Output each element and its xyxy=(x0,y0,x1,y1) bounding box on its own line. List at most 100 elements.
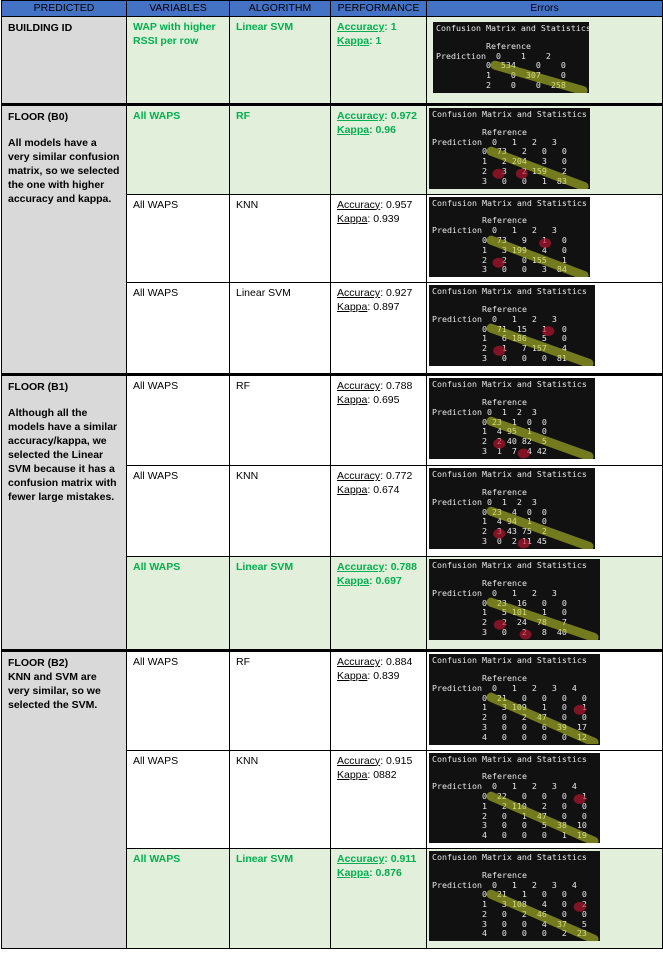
accuracy-value: : 0.788 xyxy=(384,561,417,574)
accuracy-value: : 1 xyxy=(384,21,397,33)
predicted-b0: FLOOR (B0) All models have a very simila… xyxy=(1,102,127,376)
kappa-label: Kappa xyxy=(337,301,368,314)
performance-cell: Accuracy: 0.788 Kappa: 0.697 xyxy=(330,556,427,652)
kappa-value: : 0.939 xyxy=(367,212,400,225)
accuracy-label: Accuracy xyxy=(337,380,381,393)
accuracy-label: Accuracy xyxy=(337,110,385,122)
performance-cell: Accuracy: 1 Kappa: 1 xyxy=(330,16,427,105)
cm-header-line: Prediction 0 1 2 3 xyxy=(432,136,587,148)
group-title: BUILDING ID xyxy=(8,22,73,34)
cm-row: 3 0 0 0 81 xyxy=(432,352,567,363)
algorithm-cell: Linear SVM xyxy=(229,556,331,652)
cm-reference: Reference xyxy=(482,126,527,137)
variables-cell: All WAPS xyxy=(126,282,230,376)
cm-reference: Reference xyxy=(482,215,527,226)
cm-header-line: Prediction 0 1 2 3 xyxy=(432,225,587,236)
cm-reference: Reference xyxy=(482,869,527,880)
performance-cell: Accuracy: 0.927 Kappa: 0.897 xyxy=(330,282,427,376)
cm-reference: Reference xyxy=(482,303,527,314)
cm-row: 3 0 0 1 83 xyxy=(432,175,567,186)
cm-prediction-label: Prediction xyxy=(432,682,482,693)
accuracy-value: : 0.788 xyxy=(380,380,413,393)
cm-col-labels: 0 1 2 3 4 xyxy=(481,682,577,693)
confusion-matrix: Confusion Matrix and Statistics Reference… xyxy=(433,22,589,93)
cm-col-labels: 0 1 2 3 xyxy=(481,136,557,147)
row-b1-rf: FLOOR (B1) Although all the models have … xyxy=(1,373,663,652)
errors-cell: Confusion Matrix and Statistics Reference… xyxy=(426,373,663,467)
row-b0-svm: All WAPS Linear SVM Accuracy: 0.927 Kapp… xyxy=(2,282,663,376)
group-explanation: All models have a very similar confusion… xyxy=(8,137,120,205)
row-b2-knn: All WAPS KNN Accuracy: 0.915 Kappa: 0882… xyxy=(2,749,663,849)
cm-title: Confusion Matrix and Statistics xyxy=(432,469,587,480)
cm-prediction-label: Prediction xyxy=(432,313,482,324)
algorithm-cell: KNN xyxy=(229,193,331,284)
accuracy-label: Accuracy xyxy=(337,21,385,33)
accuracy-label: Accuracy xyxy=(337,561,385,574)
cm-row: 4 0 0 0 1 19 xyxy=(432,830,587,841)
errors-cell: Confusion Matrix and Statistics Reference… xyxy=(426,649,663,751)
kappa-label: Kappa xyxy=(337,866,370,879)
cm-header-line: Prediction 0 1 2 3 xyxy=(432,588,597,599)
cm-row: 4 0 0 0 2 23 xyxy=(432,928,587,939)
cm-title: Confusion Matrix and Statistics xyxy=(432,753,587,764)
variables-cell: All WAPS xyxy=(126,193,230,284)
cm-reference: Reference xyxy=(486,40,531,51)
kappa-label: Kappa xyxy=(337,575,370,588)
accuracy-label: Accuracy xyxy=(337,852,385,865)
cm-prediction-label: Prediction xyxy=(432,406,482,417)
cm-col-labels: 0 1 2 3 xyxy=(481,225,557,236)
algorithm-cell: KNN xyxy=(229,749,331,849)
errors-cell: Confusion Matrix and Statistics Reference… xyxy=(426,465,663,558)
kappa-value: : 0.897 xyxy=(367,301,400,314)
kappa-value: : 0.695 xyxy=(367,394,400,407)
predicted-b2: FLOOR (B2) KNN and SVM are very similar,… xyxy=(1,649,127,949)
confusion-matrix: Confusion Matrix and Statistics Reference… xyxy=(429,378,595,459)
header-variables: VARIABLES xyxy=(126,0,230,17)
cm-reference: Reference xyxy=(482,672,527,683)
performance-cell: Accuracy: 0.884 Kappa: 0.839 xyxy=(330,649,427,751)
cm-title: Confusion Matrix and Statistics xyxy=(432,379,587,390)
confusion-matrix: Confusion Matrix and Statistics Reference… xyxy=(429,468,595,549)
header-performance: PERFORMANCE xyxy=(330,0,427,17)
cm-prediction-label: Prediction xyxy=(432,781,482,792)
variables-cell: WAP with higher RSSI per row xyxy=(126,16,230,105)
kappa-label: Kappa xyxy=(337,124,370,136)
cm-col-labels: 0 1 2 3 xyxy=(481,313,557,324)
algorithm-cell: Linear SVM xyxy=(229,16,331,105)
row-building-svm: BUILDING ID WAP with higher RSSI per row… xyxy=(1,16,663,105)
accuracy-label: Accuracy xyxy=(337,470,381,483)
group-explanation: Although all the models have a similar a… xyxy=(8,407,118,504)
cm-header-line: Prediction 0 1 2 3 xyxy=(432,313,592,325)
errors-cell: Confusion Matrix and Statistics Reference… xyxy=(426,16,663,105)
cm-prediction-label: Prediction xyxy=(432,496,482,507)
confusion-matrix: Confusion Matrix and Statistics Reference… xyxy=(429,850,600,942)
confusion-matrix: Confusion Matrix and Statistics Reference… xyxy=(429,559,600,640)
kappa-value: : 0.674 xyxy=(367,484,400,497)
accuracy-value: : 0.772 xyxy=(380,470,413,483)
confusion-matrix: Confusion Matrix and Statistics Reference… xyxy=(429,285,595,366)
accuracy-label: Accuracy xyxy=(337,287,381,300)
kappa-value: : 0.96 xyxy=(369,124,396,136)
accuracy-label: Accuracy xyxy=(337,754,381,767)
cm-title: Confusion Matrix and Statistics xyxy=(432,286,587,297)
confusion-matrix: Confusion Matrix and Statistics Reference… xyxy=(429,654,600,745)
kappa-value: : 0882 xyxy=(367,768,397,781)
kappa-label: Kappa xyxy=(337,484,368,497)
cm-title: Confusion Matrix and Statistics xyxy=(432,560,587,571)
cm-row: 3 1 7 4 42 xyxy=(432,445,547,456)
kappa-label: Kappa xyxy=(337,35,370,47)
confusion-matrix: Confusion Matrix and Statistics Reference… xyxy=(429,108,590,189)
cm-row: 3 0 2 11 45 xyxy=(432,535,547,546)
cm-header-line: Prediction 0 1 2 3 4 xyxy=(432,682,597,694)
cm-row: 3 0 0 3 84 xyxy=(432,264,567,275)
cm-title: Confusion Matrix and Statistics xyxy=(432,655,587,666)
accuracy-value: : 0.957 xyxy=(380,198,413,211)
variables-cell: All WAPS xyxy=(126,465,230,558)
cm-prediction-label: Prediction xyxy=(436,50,486,61)
accuracy-value: : 0.911 xyxy=(384,852,417,865)
cm-col-labels: 0 1 2 3 xyxy=(481,406,537,417)
cm-header-line: Prediction 0 1 2 xyxy=(436,50,586,62)
header-algorithm: ALGORITHM xyxy=(229,0,331,17)
cm-header-line: Prediction 0 1 2 3 xyxy=(432,406,592,418)
variables-cell: All WAPS xyxy=(126,103,230,195)
